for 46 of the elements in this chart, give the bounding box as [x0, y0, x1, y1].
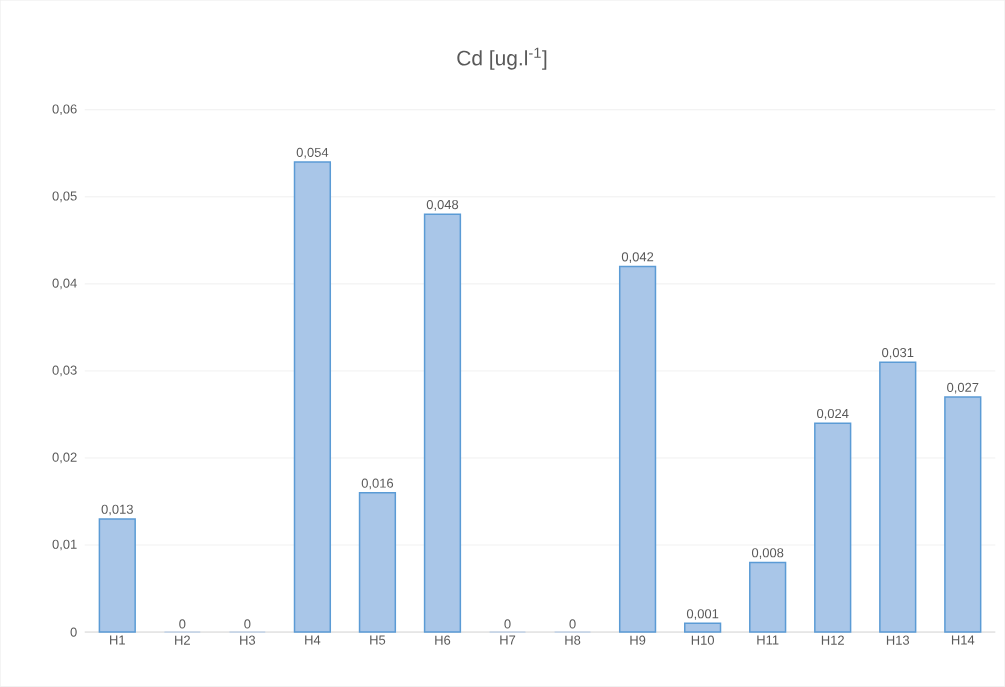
x-tick-label: H4 [305, 635, 321, 645]
x-tick-label: H5 [370, 635, 386, 645]
data-label: 0,048 [426, 200, 459, 211]
data-label: 0 [244, 619, 251, 629]
bar [814, 422, 852, 633]
bar [879, 361, 917, 633]
x-tick-label: H9 [630, 635, 646, 645]
data-label: 0,027 [947, 382, 979, 394]
data-label: 0,001 [686, 609, 719, 620]
x-tick-label: H7 [500, 635, 516, 645]
bar [423, 213, 462, 633]
y-tick-label: 0,05 [52, 191, 77, 203]
y-tick-label: 0 [70, 627, 77, 637]
x-tick-label: H11 [757, 635, 779, 645]
chart-title: Cd [ug.l$^{-1}$] [457, 47, 547, 70]
y-tick-label: 0,03 [52, 365, 77, 377]
data-label: 0,031 [882, 348, 914, 359]
bar [749, 561, 787, 633]
x-tick-label: H14 [951, 635, 975, 645]
bar [944, 396, 982, 633]
data-label: 0,016 [361, 478, 394, 490]
y-tick-label: 0,01 [52, 539, 77, 551]
data-label: 0 [179, 619, 186, 629]
x-tick-label: H1 [110, 635, 125, 645]
bar [98, 518, 136, 633]
data-label: 0,013 [101, 504, 133, 516]
data-label: 0,024 [817, 409, 849, 420]
x-tick-label: H10 [691, 635, 715, 645]
bar [293, 161, 332, 633]
y-tick-label: 0,06 [52, 104, 77, 116]
x-tick-label: H12 [821, 635, 844, 645]
data-label: 0,042 [621, 252, 654, 264]
x-tick-label: H8 [565, 635, 581, 645]
y-tick-label: 0,04 [52, 278, 77, 290]
data-label: 0,008 [751, 548, 784, 559]
x-tick-label: H6 [435, 635, 451, 645]
x-tick-label: H3 [240, 635, 256, 645]
bar [358, 492, 397, 633]
bar [683, 622, 722, 633]
y-tick-label: 0,02 [52, 452, 77, 464]
x-tick-label: H13 [886, 635, 910, 645]
data-label: 0,054 [296, 147, 329, 159]
x-tick-label: H2 [175, 635, 190, 645]
bar [618, 265, 657, 633]
data-label: 0 [504, 619, 511, 629]
data-label: 0 [569, 619, 576, 629]
